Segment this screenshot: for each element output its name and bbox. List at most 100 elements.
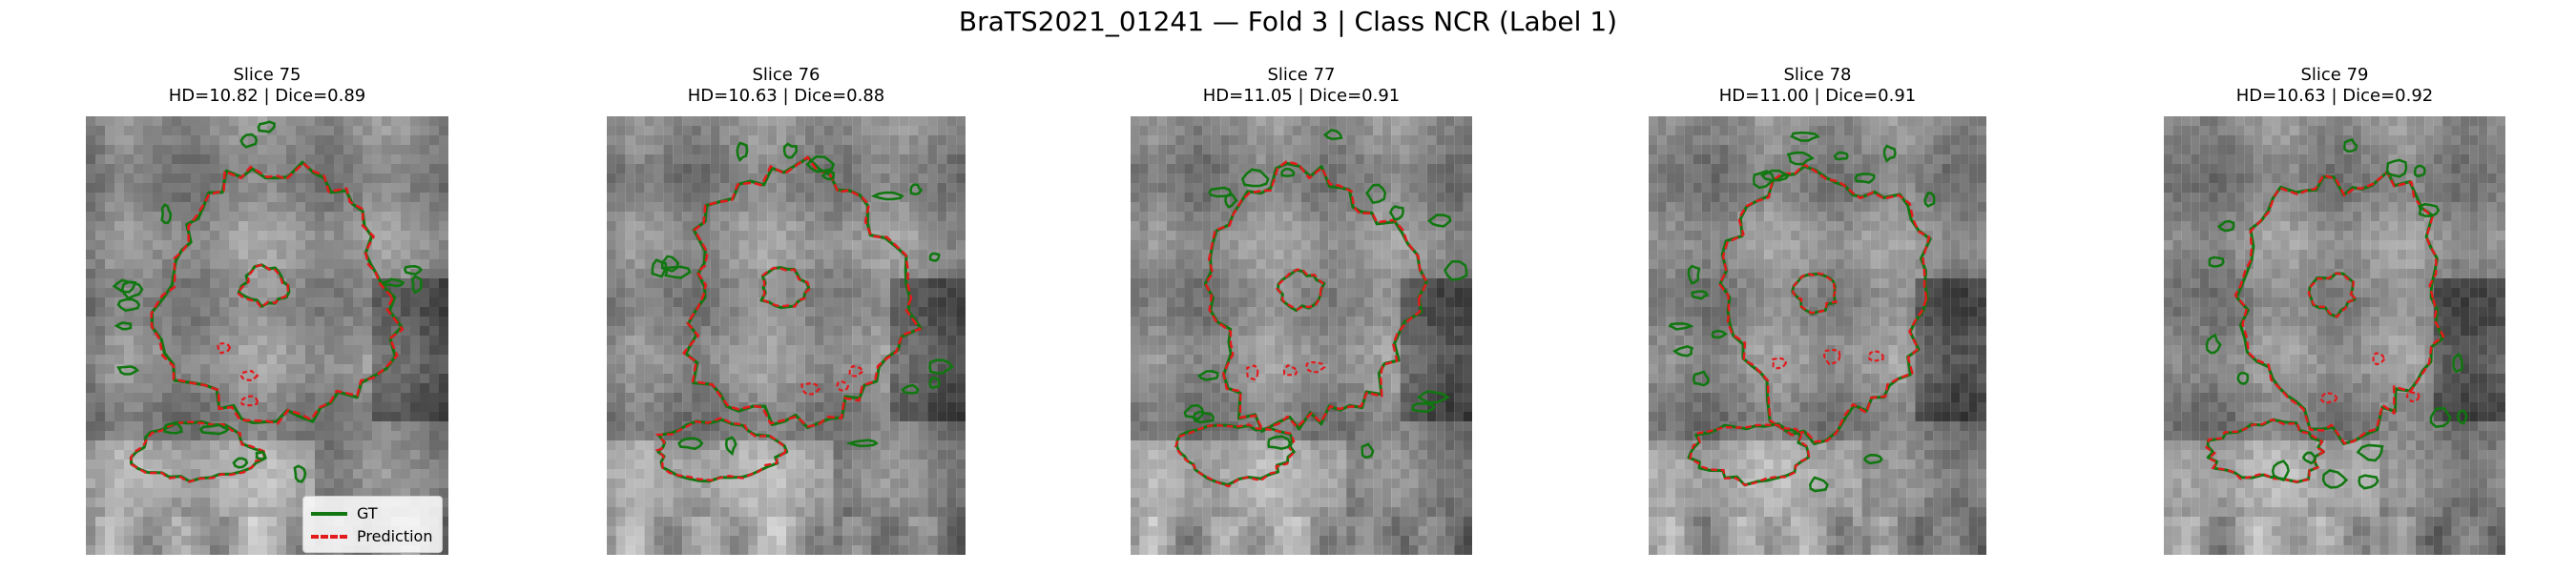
mri-voxel [634, 231, 645, 240]
mri-voxel [1355, 212, 1364, 221]
mri-voxel [889, 259, 900, 269]
mri-voxel [1139, 460, 1149, 469]
mri-voxel [153, 135, 162, 145]
mri-voxel [908, 278, 919, 288]
mri-voxel [105, 383, 114, 393]
mri-voxel [927, 145, 938, 154]
mri-voxel [654, 154, 664, 164]
mri-voxel [391, 269, 401, 278]
mri-voxel [880, 231, 890, 240]
mri-voxel [758, 460, 768, 469]
mri-voxel [956, 440, 966, 450]
mri-voxel [1265, 116, 1275, 126]
mri-voxel [391, 154, 401, 164]
mri-voxel [1363, 307, 1374, 317]
mri-voxel [410, 336, 420, 345]
mri-voxel [908, 545, 919, 555]
mri-voxel [700, 507, 711, 517]
mri-voxel [852, 278, 862, 288]
mri-voxel [956, 250, 966, 259]
mri-voxel [1292, 250, 1301, 259]
mri-voxel [105, 317, 114, 326]
mri-voxel [1292, 345, 1301, 355]
mri-voxel [823, 393, 834, 402]
mri-voxel [1139, 469, 1149, 479]
mri-voxel [1247, 355, 1257, 364]
mri-voxel [777, 317, 786, 326]
mri-voxel [277, 240, 286, 250]
mri-voxel [1166, 202, 1176, 212]
mri-voxel [625, 431, 635, 440]
mri-voxel [871, 259, 881, 269]
mri-voxel [1436, 431, 1445, 440]
mri-voxel [248, 154, 258, 164]
mri-voxel [105, 307, 114, 317]
mri-voxel [1373, 326, 1382, 336]
mri-voxel [1265, 440, 1275, 450]
mri-voxel [814, 240, 824, 250]
mri-voxel [1301, 317, 1311, 326]
mri-voxel [758, 469, 768, 479]
mri-voxel [382, 336, 391, 345]
mri-voxel [86, 364, 95, 374]
mri-voxel [200, 278, 210, 288]
mri-voxel [1319, 374, 1329, 383]
mri-voxel [758, 288, 768, 297]
mri-voxel [1373, 345, 1382, 355]
mri-voxel [219, 307, 229, 317]
mri-voxel [767, 440, 778, 450]
mri-voxel [777, 421, 786, 431]
mri-voxel [1157, 393, 1167, 402]
mri-voxel [607, 326, 616, 336]
mri-voxel [654, 145, 664, 154]
mri-voxel [439, 431, 448, 440]
mri-voxel [1193, 183, 1203, 193]
mri-voxel [644, 364, 654, 374]
mri-voxel [219, 317, 229, 326]
mri-voxel [710, 174, 720, 183]
mri-voxel [401, 307, 410, 317]
mri-voxel [1454, 183, 1464, 193]
mri-voxel [143, 154, 153, 164]
mri-voxel [420, 250, 429, 259]
mri-voxel [625, 345, 635, 355]
mri-voxel [1328, 431, 1338, 440]
mri-voxel [852, 240, 862, 250]
mri-voxel [439, 469, 448, 479]
mri-voxel [1436, 193, 1445, 202]
mri-voxel [842, 526, 853, 536]
mri-voxel [1436, 364, 1445, 374]
mri-voxel [634, 355, 645, 364]
mri-voxel [1310, 278, 1319, 288]
mri-voxel [429, 126, 439, 135]
mri-voxel [889, 202, 900, 212]
mri-voxel [248, 231, 258, 240]
mri-voxel [134, 154, 143, 164]
mri-voxel [105, 126, 114, 135]
mri-voxel [1247, 297, 1257, 307]
mri-voxel [1463, 269, 1472, 278]
mri-voxel [842, 154, 853, 164]
mri-voxel [842, 402, 853, 412]
mri-voxel [382, 402, 391, 412]
mri-voxel [95, 278, 105, 288]
mri-voxel [286, 212, 296, 221]
mri-voxel [1184, 212, 1194, 221]
mri-voxel [842, 507, 853, 517]
mri-voxel [1131, 326, 1140, 336]
mri-voxel [786, 278, 796, 288]
mri-voxel [343, 488, 353, 498]
mri-voxel [654, 240, 664, 250]
mri-voxel [1426, 183, 1437, 193]
mri-voxel [786, 174, 796, 183]
mri-voxel [880, 278, 890, 288]
mri-voxel [1463, 250, 1472, 259]
mri-voxel [918, 326, 928, 336]
mri-voxel [277, 460, 286, 469]
mri-voxel [1355, 460, 1364, 469]
mri-voxel [1274, 183, 1284, 193]
mri-voxel [1337, 259, 1347, 269]
mri-voxel [625, 250, 635, 259]
mri-voxel [871, 307, 881, 317]
mri-voxel [692, 345, 701, 355]
